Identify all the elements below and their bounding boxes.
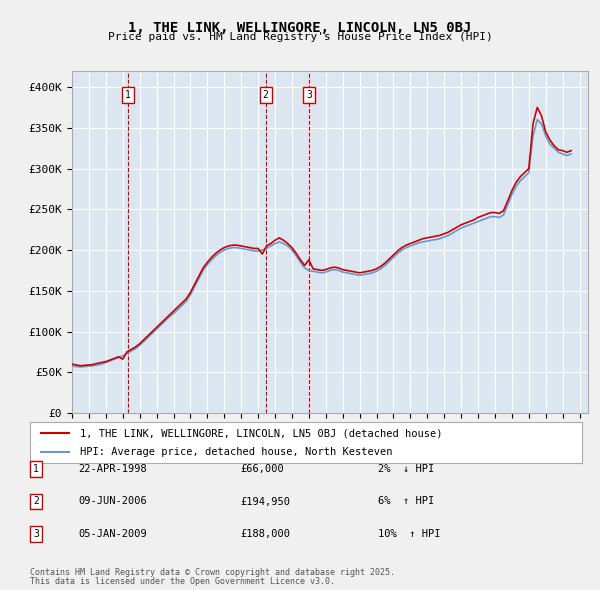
Text: Price paid vs. HM Land Registry's House Price Index (HPI): Price paid vs. HM Land Registry's House …	[107, 32, 493, 42]
Text: 1: 1	[33, 464, 39, 474]
Text: 3: 3	[33, 529, 39, 539]
Text: 05-JAN-2009: 05-JAN-2009	[78, 529, 147, 539]
Text: This data is licensed under the Open Government Licence v3.0.: This data is licensed under the Open Gov…	[30, 577, 335, 586]
Text: 10%  ↑ HPI: 10% ↑ HPI	[378, 529, 440, 539]
Text: 2: 2	[33, 497, 39, 506]
Text: 1: 1	[125, 90, 131, 100]
Text: £188,000: £188,000	[240, 529, 290, 539]
Text: 1, THE LINK, WELLINGORE, LINCOLN, LN5 0BJ (detached house): 1, THE LINK, WELLINGORE, LINCOLN, LN5 0B…	[80, 428, 442, 438]
Text: 6%  ↑ HPI: 6% ↑ HPI	[378, 497, 434, 506]
Text: Contains HM Land Registry data © Crown copyright and database right 2025.: Contains HM Land Registry data © Crown c…	[30, 568, 395, 577]
Text: 1, THE LINK, WELLINGORE, LINCOLN, LN5 0BJ: 1, THE LINK, WELLINGORE, LINCOLN, LN5 0B…	[128, 21, 472, 35]
Text: 2: 2	[263, 90, 269, 100]
Text: £66,000: £66,000	[240, 464, 284, 474]
Text: 22-APR-1998: 22-APR-1998	[78, 464, 147, 474]
Text: 09-JUN-2006: 09-JUN-2006	[78, 497, 147, 506]
Text: HPI: Average price, detached house, North Kesteven: HPI: Average price, detached house, Nort…	[80, 447, 392, 457]
Text: 3: 3	[306, 90, 312, 100]
Text: 2%  ↓ HPI: 2% ↓ HPI	[378, 464, 434, 474]
Text: £194,950: £194,950	[240, 497, 290, 506]
